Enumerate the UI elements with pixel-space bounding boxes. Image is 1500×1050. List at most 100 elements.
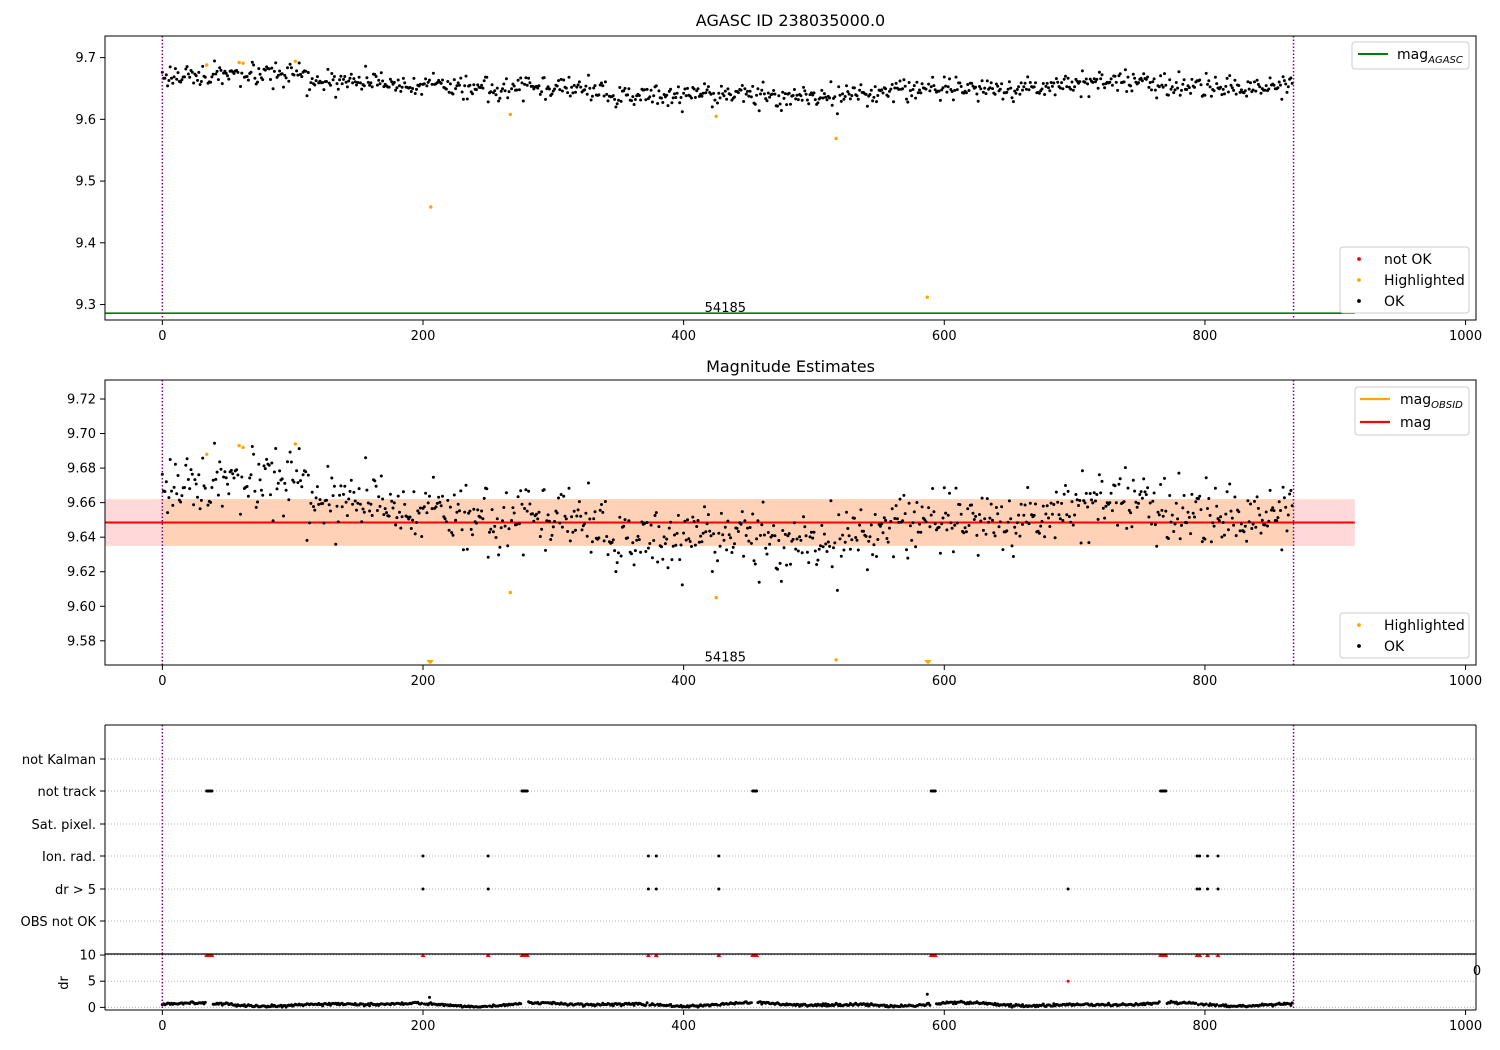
panel1-ok-point xyxy=(299,72,302,76)
panel2-ok-point xyxy=(598,508,602,512)
panel2-ok-point xyxy=(1131,478,1135,482)
panel1-ok-point xyxy=(249,70,253,74)
panel2-ok-point xyxy=(555,511,559,515)
panel2-ok-point xyxy=(455,510,459,514)
panel2-ok-point xyxy=(210,486,214,489)
panel1-ok-point xyxy=(403,81,407,85)
panel1-ok-point xyxy=(696,87,700,91)
panel4-ylabel: dr xyxy=(57,976,72,990)
panel2-ok-point xyxy=(1021,522,1024,526)
panel2-ok-point xyxy=(752,559,756,563)
panel1-ok-point xyxy=(1155,96,1159,100)
panel1-ok-point xyxy=(459,76,463,80)
panel2-ok-point xyxy=(799,538,803,542)
panel2-ok-point xyxy=(173,462,177,466)
panel1-ok-point xyxy=(558,88,562,92)
panel1-ok-point xyxy=(876,94,880,97)
panel2-ok-point xyxy=(918,522,921,526)
panel1-ok-point xyxy=(639,98,643,102)
panel1-ok-point xyxy=(1146,75,1150,79)
panel1-ok-point xyxy=(981,90,985,94)
panel1-ok-point xyxy=(1258,85,1262,89)
panel2-ok-point xyxy=(502,506,506,509)
panel1-ok-point xyxy=(903,84,907,88)
panel2-ok-point xyxy=(283,481,287,485)
panel1-ok-point xyxy=(494,93,498,97)
panel2-ok-point xyxy=(381,497,385,501)
panel2-ok-point xyxy=(1014,531,1018,535)
panel2-ytick-label-6: 9.70 xyxy=(67,427,96,442)
panel2-highlighted-point xyxy=(241,445,245,450)
panel1-ok-point xyxy=(585,92,589,96)
panel1-ok-point xyxy=(287,79,291,83)
panel1-ok-point xyxy=(872,95,876,99)
panel2-ok-point xyxy=(572,509,576,513)
panel2-ok-point xyxy=(413,532,417,536)
panel2-ok-point xyxy=(778,561,782,565)
panel1-ok-point xyxy=(864,92,868,96)
panel1-ok-point xyxy=(967,89,971,92)
panel2-ok-point xyxy=(252,452,256,456)
panel2-ok-point xyxy=(313,508,317,512)
panel1-ok-point xyxy=(334,95,338,99)
panel4-dr-point xyxy=(1157,1000,1161,1004)
panel1-ok-point xyxy=(1017,85,1021,89)
panel2-ok-point xyxy=(589,550,593,554)
panel2-ok-point xyxy=(515,522,519,526)
panel2-ok-point xyxy=(422,505,426,509)
panel2-ok-point xyxy=(932,510,936,514)
panel1-ok-point xyxy=(575,85,579,89)
panel2-ok-point xyxy=(821,545,825,549)
panel1-ok-point xyxy=(944,84,948,88)
panel2-ok-point xyxy=(984,532,988,536)
panel1-ok-point xyxy=(528,81,532,85)
panel1-ok-point xyxy=(1219,85,1223,89)
panel2-ok-point xyxy=(544,548,547,552)
panel1-ok-point xyxy=(1005,90,1009,94)
panel1-ok-point xyxy=(394,88,398,92)
panel2-ok-point xyxy=(937,525,941,529)
panel1-ok-point xyxy=(829,80,833,84)
panel2-ok-point xyxy=(938,551,942,555)
panel1-ok-point xyxy=(498,96,502,100)
panel1-ok-point xyxy=(726,87,730,91)
panel2-ok-point xyxy=(183,486,186,489)
panel1-ok-point xyxy=(1094,80,1097,84)
panel1-ok-point xyxy=(315,75,319,79)
panel2-ok-point xyxy=(803,525,807,529)
panel2-ok-point xyxy=(1019,502,1023,506)
panel1-ok-point xyxy=(850,94,854,98)
panel2-ok-point xyxy=(606,553,610,557)
panel2-ok-point xyxy=(683,519,687,523)
panel2-ok-point xyxy=(1253,499,1256,503)
panel2-ok-point xyxy=(1047,516,1050,520)
panel1-ok-point xyxy=(704,91,708,95)
panel2-ok-point xyxy=(1217,519,1221,523)
panel1-ytick-label-0: 9.3 xyxy=(75,298,96,313)
panel1-ok-point xyxy=(605,92,609,96)
panel1-ok-points xyxy=(160,59,1294,116)
panel1-ok-point xyxy=(703,82,706,86)
panel4-ytick-label-1: 5 xyxy=(88,975,96,990)
panel1-ok-point xyxy=(335,82,339,86)
panel1-ok-point xyxy=(451,92,455,96)
panel1-ok-point xyxy=(976,99,980,103)
panel2-ok-point xyxy=(713,550,717,554)
panel1-ok-point xyxy=(662,93,666,96)
panel1-ok-point xyxy=(948,77,951,81)
panel2-ok-point xyxy=(193,478,197,482)
panel1-ok-point xyxy=(357,75,361,79)
legend-marker-swatch xyxy=(1357,623,1361,627)
panel1-highlighted-point xyxy=(241,61,245,65)
panel1-ok-point xyxy=(988,86,992,90)
panel2-ok-point xyxy=(1090,498,1093,502)
panel2-ok-point xyxy=(564,517,568,521)
panel2-ok-point xyxy=(388,492,392,496)
panel2-ok-point xyxy=(356,501,360,505)
panel2-ok-point xyxy=(1204,476,1208,480)
panel1-annotation: 54185 xyxy=(705,301,746,316)
panel1-ok-point xyxy=(819,96,822,100)
panel1-ok-point xyxy=(795,93,799,97)
panel3-flag-point xyxy=(1206,887,1209,891)
panel1-ok-point xyxy=(824,95,828,99)
